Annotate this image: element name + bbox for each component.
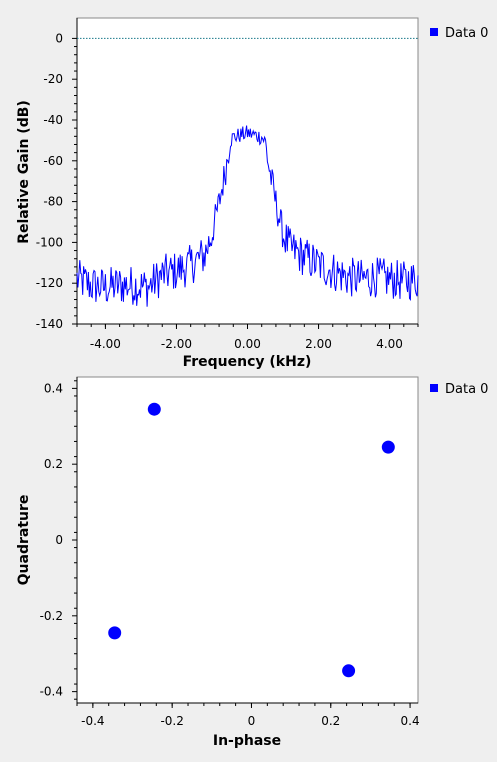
constellation-y-tick-label: -0.2 xyxy=(40,609,63,623)
constellation-x-tick-label: -0.2 xyxy=(160,714,183,728)
constellation-point xyxy=(342,664,356,678)
constellation-plot: 0.4 0.2 0 -0.2 -0.4 -0.4 -0.2 0 0.2 0.4 In-phase… xyxy=(16,376,488,749)
spectrum-y-tick-label: -100 xyxy=(36,235,63,249)
spectrum-y-tick-label: -60 xyxy=(43,154,63,168)
constellation-legend[interactable]: Data 0 xyxy=(430,382,488,397)
spectrum-x-ticks: -4.00 -2.00 0.00 2.00 4.00 xyxy=(76,324,419,351)
constellation-legend-swatch xyxy=(430,384,438,392)
constellation-point xyxy=(147,402,161,416)
spectrum-series-line xyxy=(76,125,419,307)
spectrum-legend-swatch xyxy=(430,28,438,36)
spectrum-plot-area xyxy=(76,17,419,325)
constellation-y-axis-label: Quadrature xyxy=(16,495,32,586)
constellation-y-tick-label: 0.2 xyxy=(44,457,63,471)
spectrum-x-tick-label: 2.00 xyxy=(305,337,332,351)
spectrum-y-tick-label: -80 xyxy=(43,195,63,209)
spectrum-plot: 0 -20 -40 -60 -80 -100 -120 -140 -4.00 -2.00 0.00… xyxy=(16,17,488,370)
spectrum-legend[interactable]: Data 0 xyxy=(430,26,488,41)
constellation-legend-label: Data 0 xyxy=(445,382,488,397)
constellation-points xyxy=(108,402,395,678)
spectrum-x-tick-label: -4.00 xyxy=(90,337,121,351)
constellation-x-tick-label: 0 xyxy=(248,714,256,728)
spectrum-y-tick-label: 0 xyxy=(55,31,63,45)
constellation-x-tick-label: 0.4 xyxy=(401,714,420,728)
constellation-y-ticks: 0.4 0.2 0 -0.2 -0.4 xyxy=(40,380,77,700)
constellation-plot-area xyxy=(76,376,419,704)
spectrum-y-tick-label: -140 xyxy=(36,317,63,331)
constellation-x-tick-label: 0.2 xyxy=(321,714,340,728)
spectrum-y-ticks: 0 -20 -40 -60 -80 -100 -120 -140 xyxy=(36,31,77,331)
constellation-y-tick-label: -0.4 xyxy=(40,685,63,699)
spectrum-y-axis-label: Relative Gain (dB) xyxy=(16,100,32,244)
spectrum-y-tick-label: -120 xyxy=(36,276,63,290)
spectrum-legend-label: Data 0 xyxy=(445,26,488,41)
spectrum-y-tick-label: -20 xyxy=(43,72,63,86)
spectrum-y-tick-label: -40 xyxy=(43,113,63,127)
spectrum-x-tick-label: -2.00 xyxy=(161,337,192,351)
constellation-y-tick-label: 0 xyxy=(55,533,63,547)
constellation-point xyxy=(108,626,122,640)
constellation-x-axis-label: In-phase xyxy=(213,733,281,749)
spectrum-x-axis-label: Frequency (kHz) xyxy=(183,354,312,370)
spectrum-x-tick-label: 4.00 xyxy=(376,337,403,351)
spectrum-x-tick-label: 0.00 xyxy=(234,337,261,351)
constellation-x-ticks: -0.4 -0.2 0 0.2 0.4 xyxy=(76,703,420,728)
constellation-y-tick-label: 0.4 xyxy=(44,381,63,395)
constellation-x-tick-label: -0.4 xyxy=(81,714,104,728)
constellation-point xyxy=(381,440,395,454)
